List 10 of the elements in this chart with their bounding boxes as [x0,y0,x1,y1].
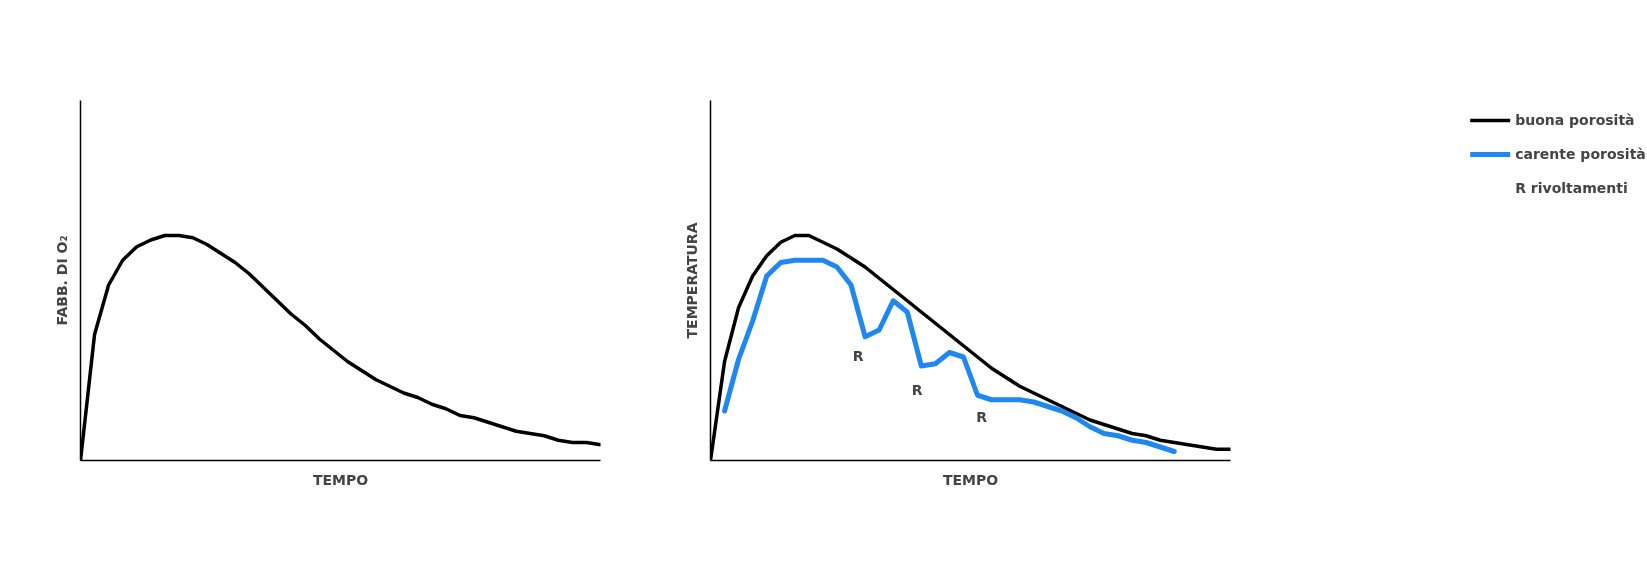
legend-label: buona porosità [1515,112,1635,128]
x-axis-title: TEMPO [312,471,369,488]
annotation: R [976,408,988,425]
annotation: R [852,347,864,364]
x-axis-title: TEMPO [942,471,999,488]
annotation: R [911,381,923,398]
legend-label: carente porosità [1515,146,1646,162]
text: R rivoltamenti [1515,180,1628,196]
y-axis-title: FABB. DI O₂ [53,235,70,326]
y-axis-title: TEMPERATURA [683,222,700,339]
